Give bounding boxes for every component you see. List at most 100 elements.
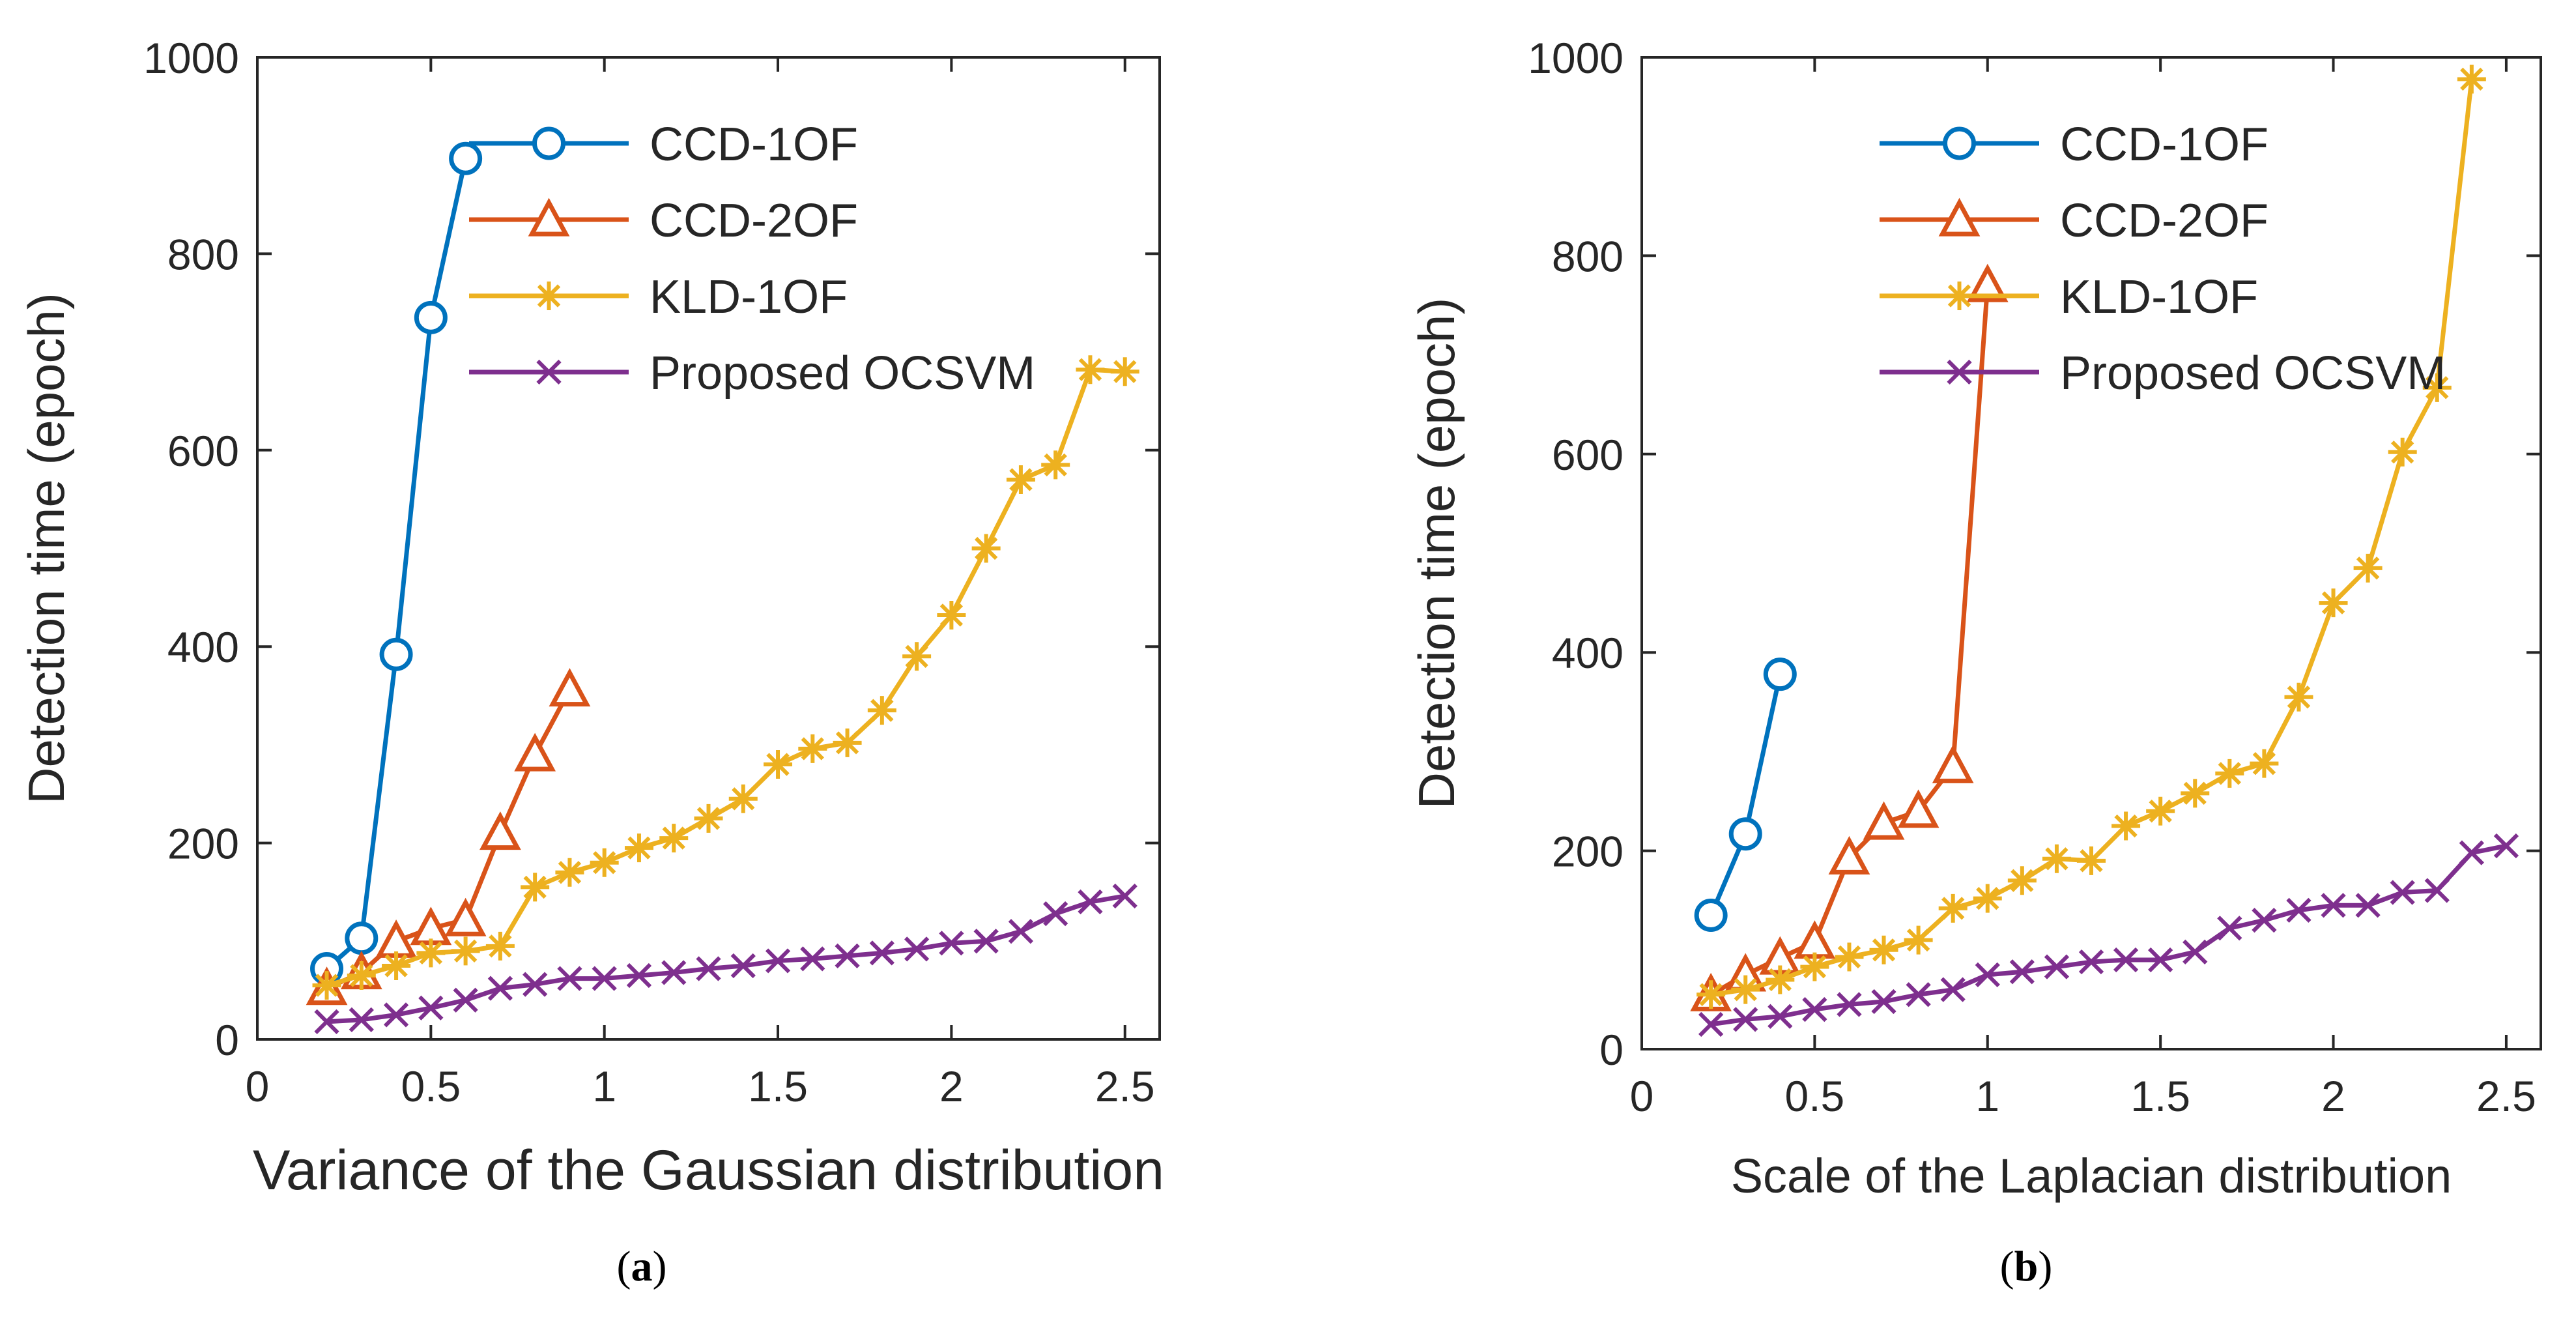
data-point [1794,920,1836,959]
x-tick-label: 1.5 [2130,1072,2190,1120]
plot-area-frame [1640,56,2542,1050]
data-point [2182,939,2208,964]
data-point [1767,1004,1793,1029]
data-point [1966,263,2009,302]
x-tick-label: 0 [246,1062,270,1110]
legend: CCD-1OF CCD-2OF KLD-1OF Proposed OCSVM [1880,119,2446,399]
caption-paren: ( [2000,1243,2014,1290]
data-point [937,600,966,630]
series-line [325,158,468,971]
x-tick-label: 0 [1630,1072,1654,1120]
data-point [2286,897,2311,923]
data-point [345,921,379,955]
data-point [2148,947,2173,973]
data-point [1766,965,1795,994]
y-tick-label: 0 [1599,1026,1624,1074]
data-point [2113,947,2139,973]
x-tick-label: 2.5 [2476,1072,2536,1120]
data-point [904,936,930,962]
legend-marker [534,282,564,310]
series-ccd-1of [310,141,483,985]
data-point [1698,1011,1724,1037]
data-point [1006,465,1035,495]
data-point [1076,355,1105,384]
series-ccd-2of [1690,263,2009,1011]
y-tick-label: 200 [1552,828,1624,876]
y-tick-label: 600 [167,427,239,475]
data-point [2321,893,2346,918]
legend-entry-label: CCD-1OF [2060,119,2268,171]
data-point [2388,437,2417,467]
data-point [730,953,756,979]
data-point [1828,835,1870,875]
data-point [2007,866,2037,895]
data-point [1975,962,2000,987]
y-tick-label: 1000 [143,34,239,82]
series-line [326,367,1125,988]
data-point [1110,357,1139,386]
data-point [557,966,582,991]
data-point [624,833,653,863]
series-line [326,893,1126,1024]
data-point [661,960,687,985]
data-point [347,961,376,991]
legend-marker [532,126,565,160]
data-point [1728,817,1762,851]
data-point [2042,844,2071,873]
data-point [312,971,341,1000]
data-point [1043,901,1068,927]
data-point [902,642,932,671]
data-point [590,848,619,877]
caption-paren: ) [2038,1243,2052,1290]
data-point [2111,811,2141,841]
chart-panel-a: 0 0.5 1 1.5 2 2.5 0 200 400 600 800 1000 Variance of… [18,34,1164,1290]
data-point [2493,833,2519,859]
x-tick-label: 2.5 [1095,1062,1155,1110]
data-point [1763,658,1797,691]
legend: CCD-1OF CCD-2OF KLD-1OF Proposed OCSVM [469,119,1035,399]
data-point [728,784,758,813]
data-point [1897,789,1939,828]
data-point [939,931,964,956]
data-point [867,696,896,725]
data-point [1041,450,1070,480]
data-point [659,824,689,853]
series-line [1710,843,2507,1027]
data-point [514,732,556,772]
legend-marker [1943,126,1976,160]
data-point [1696,980,1726,1009]
data-point [971,534,1001,563]
data-point [375,919,417,958]
data-point [2459,840,2484,865]
data-point [444,897,487,936]
data-point [2009,959,2035,985]
data-point [696,956,721,981]
legend-entry-label: KLD-1OF [2060,271,2258,323]
caption-paren: ) [653,1243,667,1290]
data-point [2217,916,2242,941]
data-point [1904,925,1933,955]
y-axis-label: Detection time (epoch) [1408,298,1465,809]
legend-entry-label: KLD-1OF [650,271,848,323]
data-point [2422,373,2452,402]
data-point [555,858,584,887]
data-point [549,668,591,707]
data-point [2146,796,2175,826]
legend-marker [1945,282,1974,310]
data-point [1800,952,1829,981]
data-point [835,943,860,969]
chart-panel-b: 0 0.5 1 1.5 2 2.5 0 200 400 600 800 1000 Scale of th… [1408,34,2542,1290]
data-point [449,141,483,175]
y-tick-label: 600 [1552,431,1624,479]
x-tick-label: 1.5 [748,1062,808,1110]
data-point [314,1009,339,1034]
data-point [1802,996,1827,1022]
data-point [2284,682,2313,712]
series-proposed-ocsvm [314,883,1138,1034]
y-axis-label: Detection time (epoch) [18,293,75,804]
data-point [2250,749,2279,778]
data-point [1008,919,1034,944]
data-point [418,995,444,1020]
